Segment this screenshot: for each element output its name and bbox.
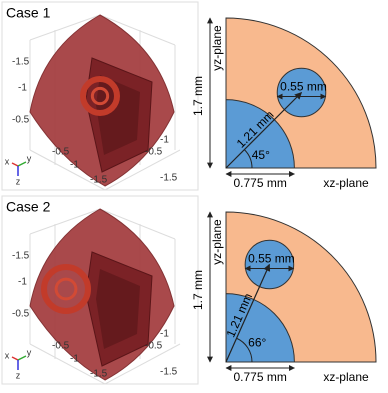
axis-name: z: [16, 370, 21, 380]
figure: Case 1-1.5-1-0.5-0.5-1-1.5-0.5-1-1.5xyz0…: [0, 0, 388, 388]
x-tick-label: -1: [70, 160, 79, 171]
z-tick-label: -1: [18, 277, 27, 288]
horizontal-axis-label: xz-plane: [323, 370, 369, 384]
y-tick-label: -0.5: [145, 341, 163, 352]
vertical-axis-label: yz-plane: [210, 219, 224, 265]
radius-label: 0.775 mm: [234, 370, 287, 384]
angle-label: 66°: [248, 335, 266, 349]
y-tick-label: -0.5: [145, 147, 163, 158]
x-tick-label: -0.5: [52, 147, 70, 158]
radius-label: 0.775 mm: [234, 176, 287, 190]
case-label: Case 2: [6, 199, 51, 215]
axis-name: y: [27, 153, 32, 163]
vertical-axis-label: yz-plane: [210, 25, 224, 71]
y-tick-label: -1.5: [160, 173, 178, 184]
axis-name: y: [27, 347, 32, 357]
y-tick-label: -1.5: [160, 367, 178, 378]
z-tick-label: -0.5: [12, 115, 30, 126]
x-tick-label: -0.5: [52, 341, 70, 352]
z-tick-label: -1: [18, 83, 27, 94]
x-tick-label: -1.5: [90, 369, 108, 380]
z-tick-label: -1.5: [12, 57, 30, 68]
horizontal-axis-label: xz-plane: [323, 176, 369, 190]
diameter-label: 0.55 mm: [280, 80, 327, 94]
z-tick-label: -0.5: [12, 309, 30, 320]
case-label: Case 1: [6, 5, 51, 21]
height-label: 1.7 mm: [191, 76, 205, 116]
z-tick-label: -1.5: [12, 251, 30, 262]
axis-name: x: [5, 156, 10, 166]
angle-label: 45°: [252, 148, 270, 162]
axis-name: z: [16, 176, 21, 186]
y-tick-label: -1: [160, 329, 169, 340]
y-tick-label: -1: [160, 135, 169, 146]
diameter-label: 0.55 mm: [248, 252, 295, 266]
axis-name: x: [5, 350, 10, 360]
x-tick-label: -1: [70, 354, 79, 365]
x-tick-label: -1.5: [90, 175, 108, 186]
height-label: 1.7 mm: [191, 270, 205, 310]
